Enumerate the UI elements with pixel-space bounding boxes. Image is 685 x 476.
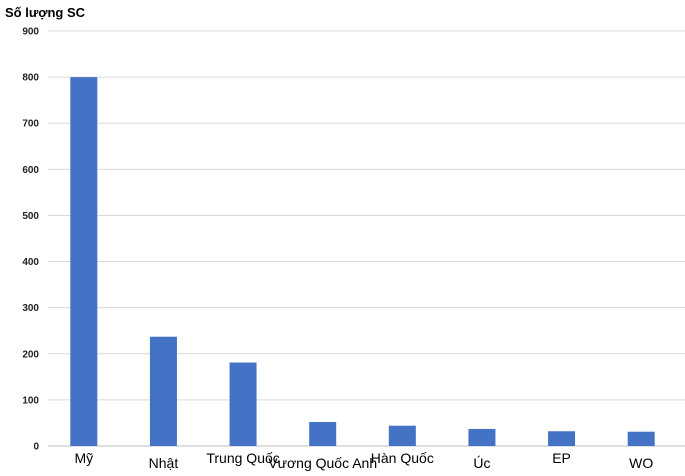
x-tick-label: Nhật bbox=[149, 455, 179, 471]
bar bbox=[229, 362, 257, 446]
x-tick-label: Vương Quốc Anh bbox=[268, 455, 377, 471]
bar bbox=[70, 77, 98, 446]
x-tick-label: Hàn Quốc bbox=[371, 450, 434, 466]
y-tick-label: 200 bbox=[22, 349, 39, 360]
y-tick-label: 0 bbox=[33, 442, 39, 453]
bar bbox=[548, 431, 576, 446]
bar bbox=[309, 422, 337, 446]
y-tick-label: 100 bbox=[22, 395, 39, 406]
y-tick-label: 600 bbox=[22, 165, 39, 176]
y-tick-label: 700 bbox=[22, 119, 39, 130]
y-tick-label: 800 bbox=[22, 73, 39, 84]
y-tick-label: 900 bbox=[22, 27, 39, 38]
bars bbox=[70, 77, 655, 446]
x-tick-label: Trung Quốc bbox=[206, 450, 279, 466]
y-axis-title: Số lượng SC bbox=[5, 5, 86, 20]
x-tick-label: WO bbox=[629, 455, 653, 471]
x-tick-label: Úc bbox=[473, 455, 490, 471]
bar bbox=[388, 425, 416, 446]
y-tick-label: 400 bbox=[22, 257, 39, 268]
x-tick-label: Mỹ bbox=[74, 450, 93, 466]
y-axis-ticks: 0 100 200 300 400 500 600 700 800 900 bbox=[22, 27, 39, 453]
x-tick-label: EP bbox=[552, 450, 571, 466]
bar bbox=[149, 336, 177, 446]
bar bbox=[468, 428, 496, 446]
y-tick-label: 300 bbox=[22, 303, 39, 314]
y-tick-label: 500 bbox=[22, 211, 39, 222]
gridlines bbox=[48, 30, 685, 447]
bar bbox=[627, 431, 655, 446]
